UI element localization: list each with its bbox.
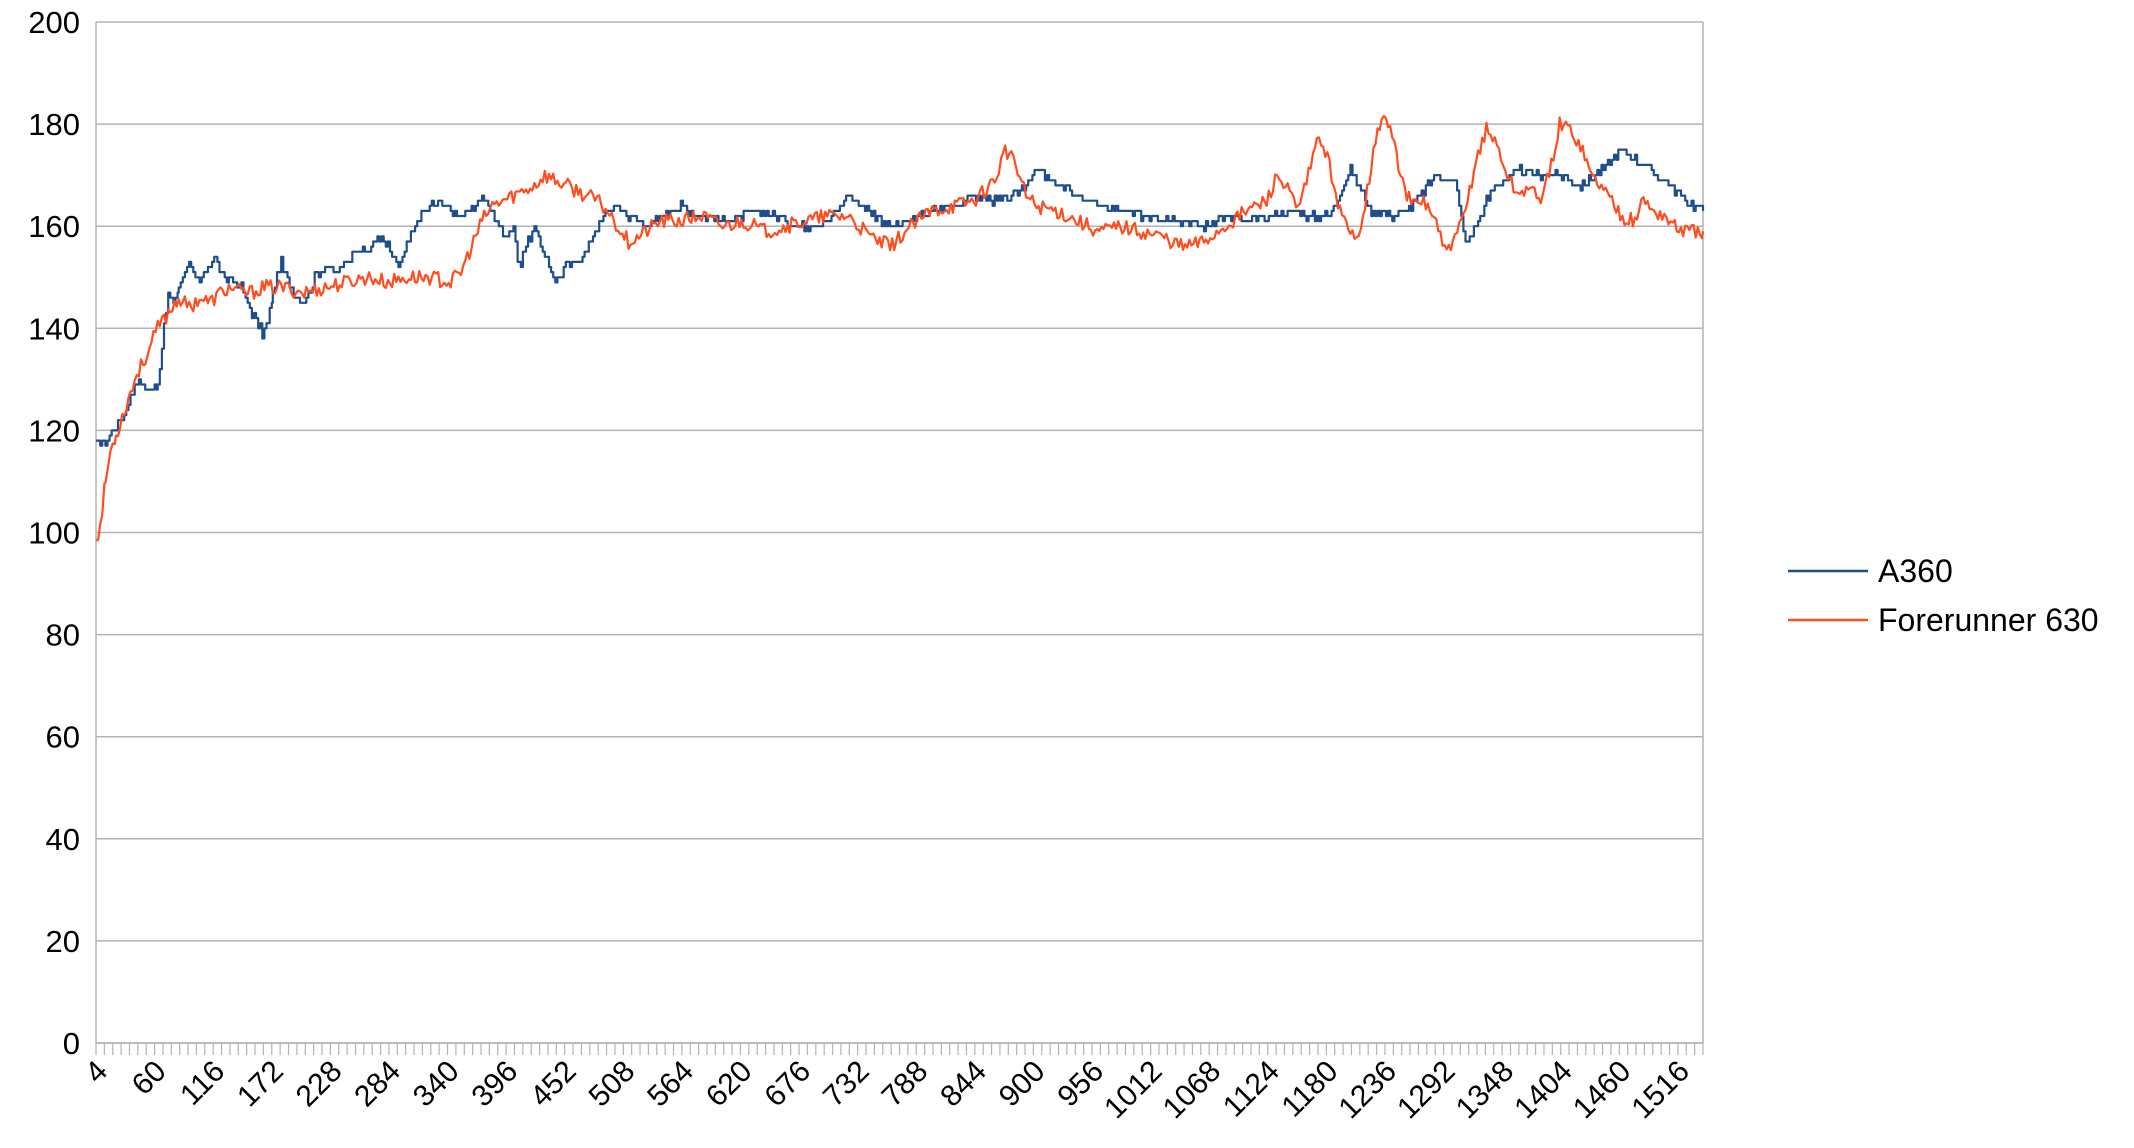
x-tick-label: 1012 [1098,1055,1169,1126]
x-tick-label: 340 [407,1055,466,1114]
x-tick-label: 788 [876,1055,935,1114]
x-tick-label: 172 [231,1055,290,1114]
x-tick-label: 564 [641,1055,700,1114]
y-tick-label: 140 [28,311,80,346]
x-tick-label: 844 [934,1055,993,1114]
legend-item-forerunner-630: Forerunner 630 [1788,602,2099,638]
x-tick-label: 732 [817,1055,876,1114]
y-tick-label: 200 [28,5,80,40]
y-tick-label: 80 [46,618,80,653]
series-lines [95,114,1705,542]
x-tick-label: 676 [758,1055,817,1114]
x-tick-label: 4 [79,1055,114,1090]
x-tick-label: 508 [583,1055,642,1114]
y-tick-label: 100 [28,516,80,551]
x-tick-label: 1068 [1157,1055,1228,1126]
series-line-a360 [96,148,1705,447]
y-tick-label: 120 [28,413,80,448]
y-tick-label: 160 [28,209,80,244]
x-tick-label: 1516 [1625,1055,1696,1126]
y-tick-label: 60 [46,720,80,755]
y-tick-label: 20 [46,924,80,959]
y-tick-label: 0 [63,1026,80,1061]
x-tick-label: 1124 [1217,1055,1286,1124]
x-tick-label: 228 [290,1055,349,1114]
x-tick-label: 620 [700,1055,759,1114]
x-tick-label: 1460 [1567,1055,1638,1126]
x-tick-label: 452 [524,1055,583,1114]
series-line-forerunner-630 [95,114,1705,542]
x-tick-label: 900 [993,1055,1052,1114]
x-axis-tick-labels: 4 60 116 172 228 284 340 396 452 508 564 620 676 732 7… [79,1055,1696,1126]
legend-label-a360: A360 [1878,553,1953,589]
x-tick-label: 116 [174,1055,231,1112]
x-tick-label: 1404 [1508,1055,1579,1126]
x-tick-label: 1348 [1450,1055,1521,1126]
x-tick-label: 396 [465,1055,524,1114]
axes [95,22,1704,1055]
x-tick-label: 60 [126,1055,173,1102]
x-tick-label: 284 [348,1055,407,1114]
x-tick-label: 1236 [1333,1055,1404,1126]
y-tick-label: 180 [28,107,80,142]
y-axis-tick-labels: 0 20 40 60 80 100 120 140 160 180 200 [28,5,80,1061]
gridlines [96,21,1703,1044]
legend: A360 Forerunner 630 [1788,553,2099,638]
x-tick-label: 1292 [1391,1055,1462,1126]
y-tick-label: 40 [46,822,80,857]
x-tick-label: 1180 [1275,1055,1344,1124]
legend-item-a360: A360 [1788,553,1953,589]
legend-label-forerunner-630: Forerunner 630 [1878,602,2099,638]
